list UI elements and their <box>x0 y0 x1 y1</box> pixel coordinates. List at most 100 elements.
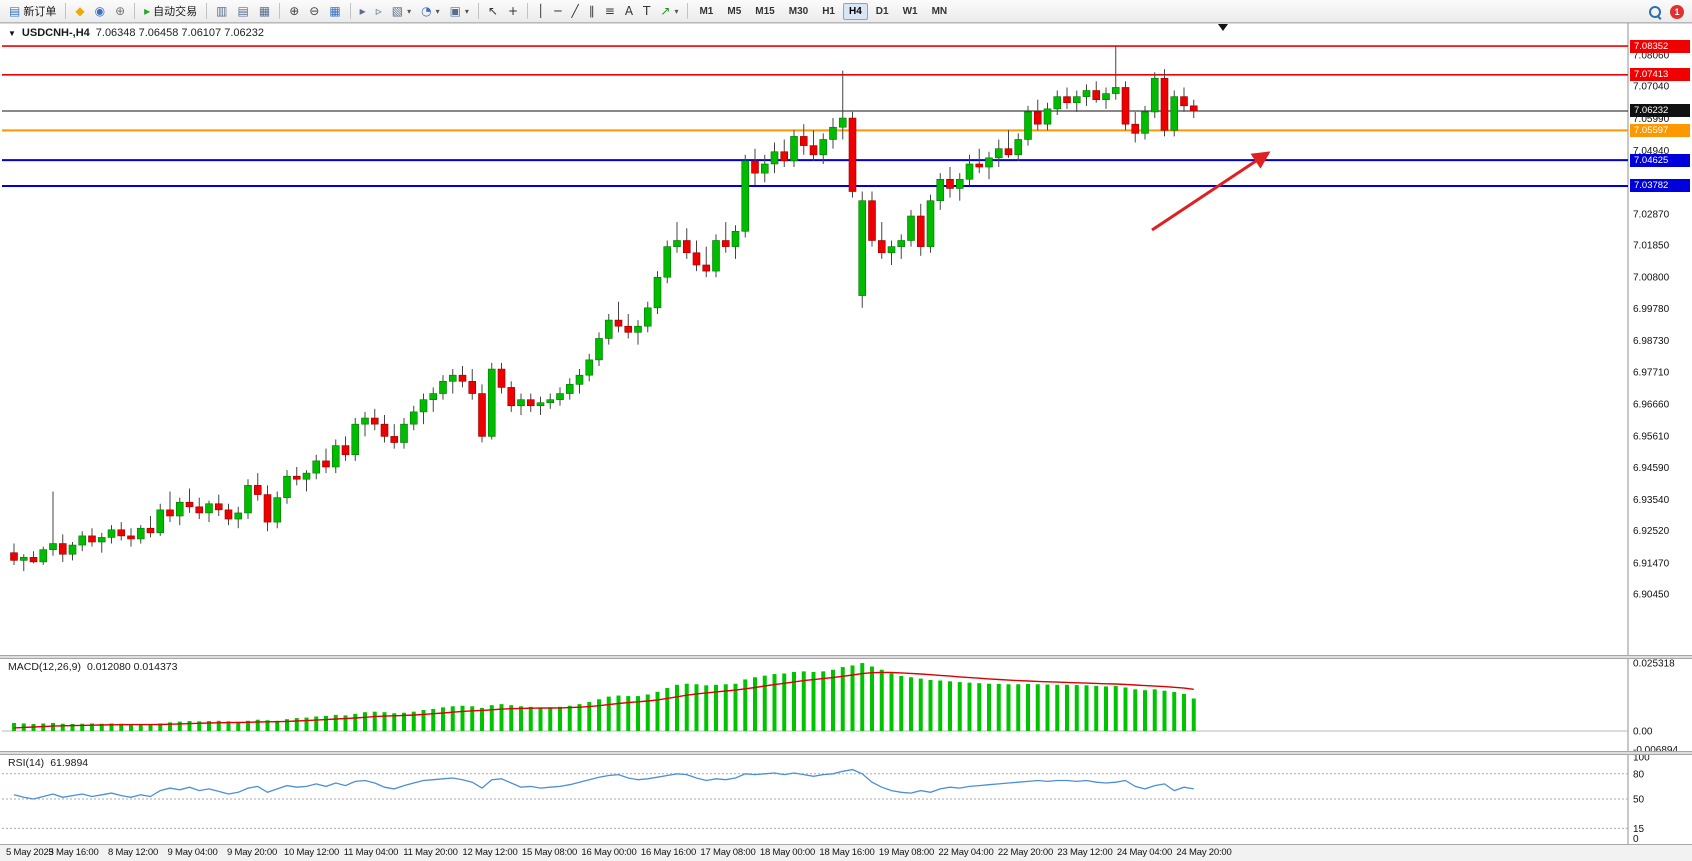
time-tick-label: 15 May 08:00 <box>521 847 578 858</box>
macd-histogram-bar <box>909 677 913 731</box>
macd-panel[interactable]: 0.025318 0.00 -0.006894 <box>2 658 1678 756</box>
timeframe-m1-button[interactable]: M1 <box>699 5 714 17</box>
macd-histogram-bar <box>1026 683 1030 731</box>
macd-histogram-bar <box>402 712 406 731</box>
timeframe-h4-button[interactable]: H4 <box>842 2 868 20</box>
arrows-tool[interactable]: ↗ ▾ <box>655 1 683 22</box>
candle-body <box>214 503 223 511</box>
candle-body <box>127 535 135 540</box>
new-order-label: 新订单 <box>23 6 57 18</box>
candle-body <box>380 423 389 437</box>
macd-histogram-bar <box>977 683 982 731</box>
candle-body <box>985 157 993 168</box>
period-selector-tool[interactable]: ◔ ▾ <box>416 1 445 22</box>
new-chart-dropdown-icon: ▾ <box>407 6 412 16</box>
favorites-tool[interactable]: ◆ <box>70 1 89 22</box>
candle-body <box>692 252 701 266</box>
new-order-button[interactable]: ▤ 新订单 <box>4 1 61 22</box>
candle-body <box>409 411 418 425</box>
rsi-scale-label: 50 <box>1633 795 1645 806</box>
macd-histogram-bar <box>1133 689 1138 731</box>
timeframe-mn-button[interactable]: MN <box>931 5 948 17</box>
chart-shift-tool[interactable]: ▹ <box>371 1 387 22</box>
candle-body <box>614 319 623 327</box>
chart-title: ▼ USDCNH-,H4 7.06348 7.06458 7.06107 7.0… <box>8 27 264 39</box>
macd-histogram-bar <box>967 682 972 731</box>
rsi-panel-resize-handle[interactable] <box>0 751 1692 755</box>
macd-histogram-bar <box>265 720 270 731</box>
macd-histogram-bar <box>723 684 728 731</box>
notification-badge[interactable]: 1 <box>1670 4 1684 19</box>
indicators-tool[interactable]: ▥ <box>211 1 232 22</box>
toolbar-separator <box>349 3 351 19</box>
macd-histogram-bar <box>694 684 699 731</box>
candle-body <box>429 393 438 400</box>
vertical-line-tool[interactable]: │ <box>532 1 549 22</box>
macd-histogram-bar <box>860 663 865 731</box>
fibonacci-tool[interactable]: ≡ <box>600 1 620 22</box>
text-label-tool[interactable]: T <box>638 1 655 22</box>
time-axis[interactable]: 5 May 2023 5 May 16:00 8 May 12:00 9 May 04… <box>0 844 1692 861</box>
trend-line-tool[interactable]: ╱ <box>567 1 584 22</box>
candle-body <box>546 399 555 404</box>
macd-histogram-bar <box>499 704 504 731</box>
zoom-out-tool[interactable]: ⊖ <box>304 1 324 22</box>
macd-scale-label: -0.006894 <box>1633 745 1678 756</box>
community-tool[interactable]: ⊕ <box>110 1 130 22</box>
tile-windows-tool[interactable]: ▦ <box>324 1 345 22</box>
rsi-scale-label: 80 <box>1633 769 1645 780</box>
macd-histogram-bar <box>1123 687 1128 731</box>
horizontal-line-icon: ─ <box>554 4 562 18</box>
crosshair-tool[interactable]: + <box>503 1 523 22</box>
time-tick-label: 19 May 08:00 <box>878 847 935 858</box>
candle-body <box>1072 96 1081 104</box>
timeframe-m5-button[interactable]: M5 <box>727 5 742 17</box>
macd-histogram-bar <box>655 691 660 731</box>
equidistant-channel-tool[interactable]: ∥ <box>584 1 600 22</box>
candle-body <box>302 472 311 480</box>
auto-trading-button[interactable]: ▸ 自动交易 <box>139 1 202 22</box>
timeframe-m15-button[interactable]: M15 <box>755 5 775 17</box>
rsi-panel[interactable]: 100 80 50 150 <box>2 753 1650 846</box>
price-box-7.03782: 7.03782 <box>1630 179 1690 193</box>
macd-histogram-bar <box>626 696 631 731</box>
search-icon[interactable] <box>1648 5 1662 19</box>
tile-windows-icon: ▦ <box>329 4 341 18</box>
macd-histogram-bar <box>333 714 338 731</box>
macd-histogram-bar <box>801 671 806 731</box>
cursor-tool[interactable]: ↖ <box>483 1 503 22</box>
macd-panel-resize-handle[interactable] <box>0 655 1692 659</box>
timeframe-w1-button[interactable]: W1 <box>902 5 918 17</box>
macd-histogram-bar <box>548 707 553 731</box>
timeframe-m30-button[interactable]: M30 <box>788 5 809 17</box>
macd-histogram-bar <box>1143 690 1147 731</box>
zoom-in-tool[interactable]: ⊕ <box>284 1 304 22</box>
timeframe-h1-button[interactable]: H1 <box>822 5 835 17</box>
candle-body <box>341 445 350 456</box>
macd-histogram-bar <box>60 723 65 731</box>
macd-scale-label: 0.00 <box>1633 727 1653 738</box>
horizontal-line-tool[interactable]: ─ <box>549 1 566 22</box>
trend-arrow-annotation[interactable] <box>1151 151 1271 232</box>
macd-histogram-bar <box>314 716 319 731</box>
templates-tool[interactable]: ▣ ▾ <box>445 1 474 22</box>
templates-icon: ▣ <box>449 4 461 18</box>
chart-mode-tool[interactable]: ▦ <box>254 1 275 22</box>
new-chart-tool[interactable]: ▧ ▾ <box>387 1 416 22</box>
candle-body <box>955 178 964 189</box>
profile-tool[interactable]: ◉ <box>90 1 110 22</box>
objects-list-tool[interactable]: ▤ <box>233 1 254 22</box>
price-tick-label: 6.92520 <box>1633 526 1670 537</box>
price-scale[interactable]: 7.080607.070407.059907.049407.039007.028… <box>1633 51 1670 601</box>
candle-body <box>78 535 87 546</box>
one-click-trading-toggle[interactable]: ▼ <box>8 28 16 38</box>
macd-histogram-bar <box>957 682 962 731</box>
candle-body <box>1189 105 1198 112</box>
price-tick-label: 6.97710 <box>1633 367 1670 378</box>
auto-scroll-tool[interactable]: ▸ <box>355 1 371 22</box>
text-tool[interactable]: A <box>620 1 638 22</box>
chart-shift-marker[interactable] <box>1218 24 1228 31</box>
timeframe-d1-button[interactable]: D1 <box>875 5 889 17</box>
time-tick-label: 10 May 12:00 <box>283 847 340 858</box>
